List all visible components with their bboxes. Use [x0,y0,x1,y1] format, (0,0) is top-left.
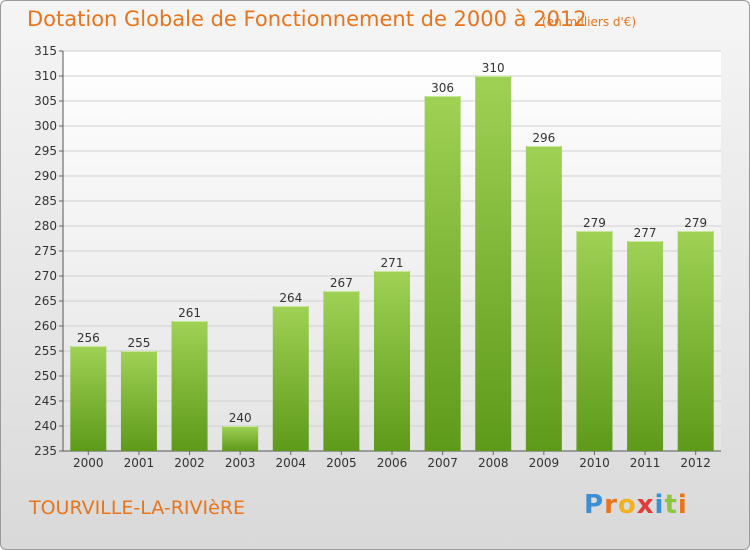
x-tick-label: 2003 [225,456,256,470]
x-tick-label: 2006 [377,456,408,470]
y-tick-label: 280 [34,219,57,233]
bar [272,306,309,451]
unit-note: (en milliers d'€) [542,15,637,29]
x-tick-label: 2002 [174,456,205,470]
y-tick-label: 300 [34,119,57,133]
bar [475,76,512,451]
y-tick-label: 295 [34,144,57,158]
y-tick-label: 265 [34,294,57,308]
y-tick-label: 290 [34,169,57,183]
y-tick-label: 305 [34,94,57,108]
x-tick-label: 2004 [275,456,306,470]
y-tick-label: 275 [34,244,57,258]
proxiti-logo: Proxiti [584,490,688,520]
y-tick-label: 235 [34,444,57,458]
x-tick-label: 2008 [478,456,509,470]
y-tick-label: 240 [34,419,57,433]
data-label: 256 [77,331,100,345]
data-label: 296 [532,131,555,145]
data-label: 306 [431,81,454,95]
data-label: 261 [178,306,201,320]
y-tick-label: 315 [34,44,57,58]
bar [677,231,714,451]
y-tick-label: 310 [34,69,57,83]
x-tick-label: 2010 [579,456,610,470]
data-label: 279 [684,216,707,230]
bar [222,426,259,451]
town-name: TOURVILLE-LA-RIVIèRE [29,497,246,519]
data-label: 264 [279,291,302,305]
data-label: 240 [229,411,252,425]
y-tick-label: 270 [34,269,57,283]
bar [627,241,664,451]
y-tick-label: 285 [34,194,57,208]
bar [525,146,562,451]
y-tick-label: 245 [34,394,57,408]
bar [424,96,461,451]
x-tick-label: 2005 [326,456,357,470]
bar [323,291,360,451]
bar [70,346,107,451]
data-label: 267 [330,276,353,290]
x-tick-label: 2011 [630,456,661,470]
x-tick-label: 2007 [427,456,458,470]
data-label: 255 [127,336,150,350]
data-label: 279 [583,216,606,230]
bar [120,351,157,451]
y-tick-label: 255 [34,344,57,358]
bar [374,271,410,451]
y-tick-label: 250 [34,369,57,383]
chart-title: Dotation Globale de Fonctionnement de 20… [27,7,587,31]
x-tick-label: 2009 [529,456,560,470]
x-tick-label: 2001 [124,456,155,470]
x-tick-label: 2000 [73,456,104,470]
y-tick-label: 260 [34,319,57,333]
x-tick-label: 2012 [680,456,711,470]
data-label: 277 [634,226,657,240]
bar [171,321,208,451]
data-label: 271 [381,256,404,270]
bar [576,231,613,451]
data-label: 310 [482,61,505,75]
